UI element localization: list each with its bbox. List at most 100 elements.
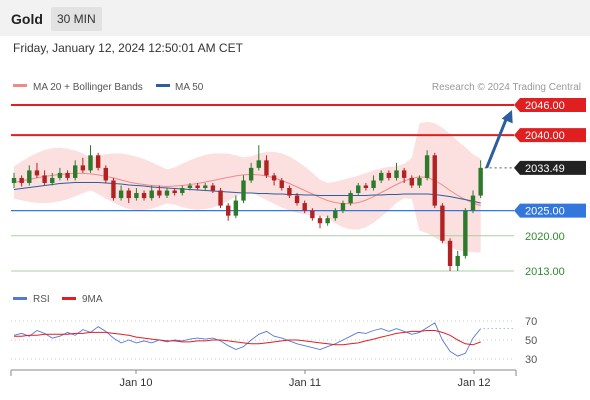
level-label-5: 2013.00 (525, 266, 565, 278)
candle-body-57 (447, 240, 453, 266)
rsi-ma-line (14, 330, 481, 346)
candle-body-37 (294, 195, 300, 204)
rsi-line (13, 322, 482, 357)
time-tick-label-0: Jan 10 (119, 377, 152, 389)
candle-body-61 (478, 167, 483, 196)
candle-body-21 (172, 190, 177, 194)
candle-body-46 (363, 185, 369, 188)
candle-body-12 (103, 167, 108, 181)
candle-body-28 (226, 205, 231, 216)
candle-body-27 (218, 190, 223, 206)
level-label-1: 2040.00 (525, 130, 565, 142)
level-label-0: 2046.00 (525, 100, 565, 112)
candle-body-26 (210, 185, 216, 191)
candle-body-41 (325, 218, 330, 224)
candle-body-33 (264, 160, 269, 176)
ma50-line (13, 182, 481, 204)
candle-body-58 (455, 255, 460, 266)
candle-body-54 (424, 155, 430, 178)
candle-body-34 (271, 175, 277, 181)
chart-datetime: Friday, January 12, 2024 12:50:01 AM CET (13, 41, 243, 55)
research-credit: Research © 2024 Trading Central (432, 82, 581, 93)
level-label-3: 2025.00 (525, 206, 565, 218)
legend-swatch-ma50 (156, 84, 170, 87)
candle-body-17 (141, 193, 147, 199)
candle-body-30 (241, 180, 246, 201)
instrument-title: Gold (11, 11, 43, 27)
candle-body-25 (203, 185, 208, 188)
legend-label-ma20: MA 20 + Bollinger Bands (33, 82, 143, 93)
time-tick-label-1: Jan 11 (289, 377, 321, 389)
candle-body-42 (333, 210, 338, 219)
candle-body-22 (180, 188, 185, 194)
time-tick-label-2: Jan 12 (457, 377, 490, 389)
candle-body-14 (118, 190, 124, 199)
rsi-tick-2: 30 (525, 354, 537, 366)
legend-label-ma50: MA 50 (175, 82, 204, 93)
candle-body-11 (95, 155, 101, 168)
candle-body-8 (73, 165, 78, 178)
level-label-2: 2033.49 (525, 163, 565, 175)
candle-body-55 (432, 155, 437, 206)
legend-label-rsi: RSI (33, 294, 50, 305)
chart-panel: Friday, January 12, 2024 12:50:01 AM CET (0, 36, 590, 400)
time-axis: Jan 10 Jan 11 Jan 12 (10, 369, 517, 389)
candle-body-31 (248, 167, 254, 181)
candle-body-56 (440, 205, 445, 241)
ma20-line (13, 172, 481, 207)
candle-body-32 (256, 160, 261, 168)
timeframe-badge[interactable]: 30 MIN (51, 7, 102, 31)
candle-body-29 (233, 200, 239, 216)
candle-body-45 (356, 185, 361, 194)
candle-body-59 (463, 210, 468, 256)
candle-body-4 (42, 175, 47, 183)
level-label-4: 2020.00 (525, 231, 565, 243)
candle-body-5 (50, 177, 55, 183)
candle-body-16 (134, 193, 139, 199)
projection-arrow-head (501, 110, 513, 124)
rsi-tick-0: 70 (525, 316, 537, 328)
level-tag-1 (514, 128, 586, 143)
candle-body-60 (470, 195, 476, 211)
candle-body-2 (27, 170, 32, 183)
level-tag-2 (514, 160, 586, 175)
candle-body-52 (409, 177, 414, 186)
candle-body-6 (57, 172, 63, 178)
candle-body-40 (317, 218, 323, 224)
candle-body-51 (401, 170, 407, 178)
bollinger-band (14, 121, 481, 253)
candle-body-9 (80, 165, 86, 171)
candle-body-15 (126, 190, 131, 199)
legend-label-9ma: 9MA (82, 294, 103, 305)
candle-body-44 (348, 193, 353, 204)
candle-body-0 (11, 177, 17, 183)
legend-swatch-9ma (62, 297, 76, 300)
candle-body-10 (88, 155, 93, 171)
candle-body-36 (287, 188, 292, 196)
candle-body-48 (379, 172, 384, 181)
chart-header: Gold 30 MIN (0, 0, 590, 36)
rsi-plot: 70 50 30 (11, 316, 537, 366)
candle-body-7 (65, 172, 70, 178)
candle-body-47 (371, 180, 376, 188)
candle-body-50 (394, 170, 399, 178)
projection-arrow-shaft (485, 116, 509, 169)
candle-body-35 (279, 180, 284, 188)
candle-body-38 (302, 203, 307, 211)
candle-body-19 (157, 190, 162, 196)
candle-body-53 (417, 177, 422, 186)
legend-swatch-ma20 (13, 84, 27, 87)
level-tag-3 (514, 203, 586, 218)
main-plot: 2046.00 2040.00 2033.49 2025.00 2020.00 2013.… (11, 98, 586, 278)
candle-body-49 (386, 172, 392, 178)
rsi-tick-1: 50 (525, 335, 537, 347)
candle-body-3 (34, 170, 40, 176)
candle-body-39 (310, 210, 315, 219)
candle-body-1 (19, 177, 24, 183)
legend-swatch-rsi (13, 297, 27, 300)
candle-body-20 (164, 190, 170, 196)
candle-body-18 (149, 190, 154, 199)
candle-body-43 (340, 203, 346, 211)
level-tag-0 (514, 98, 586, 112)
